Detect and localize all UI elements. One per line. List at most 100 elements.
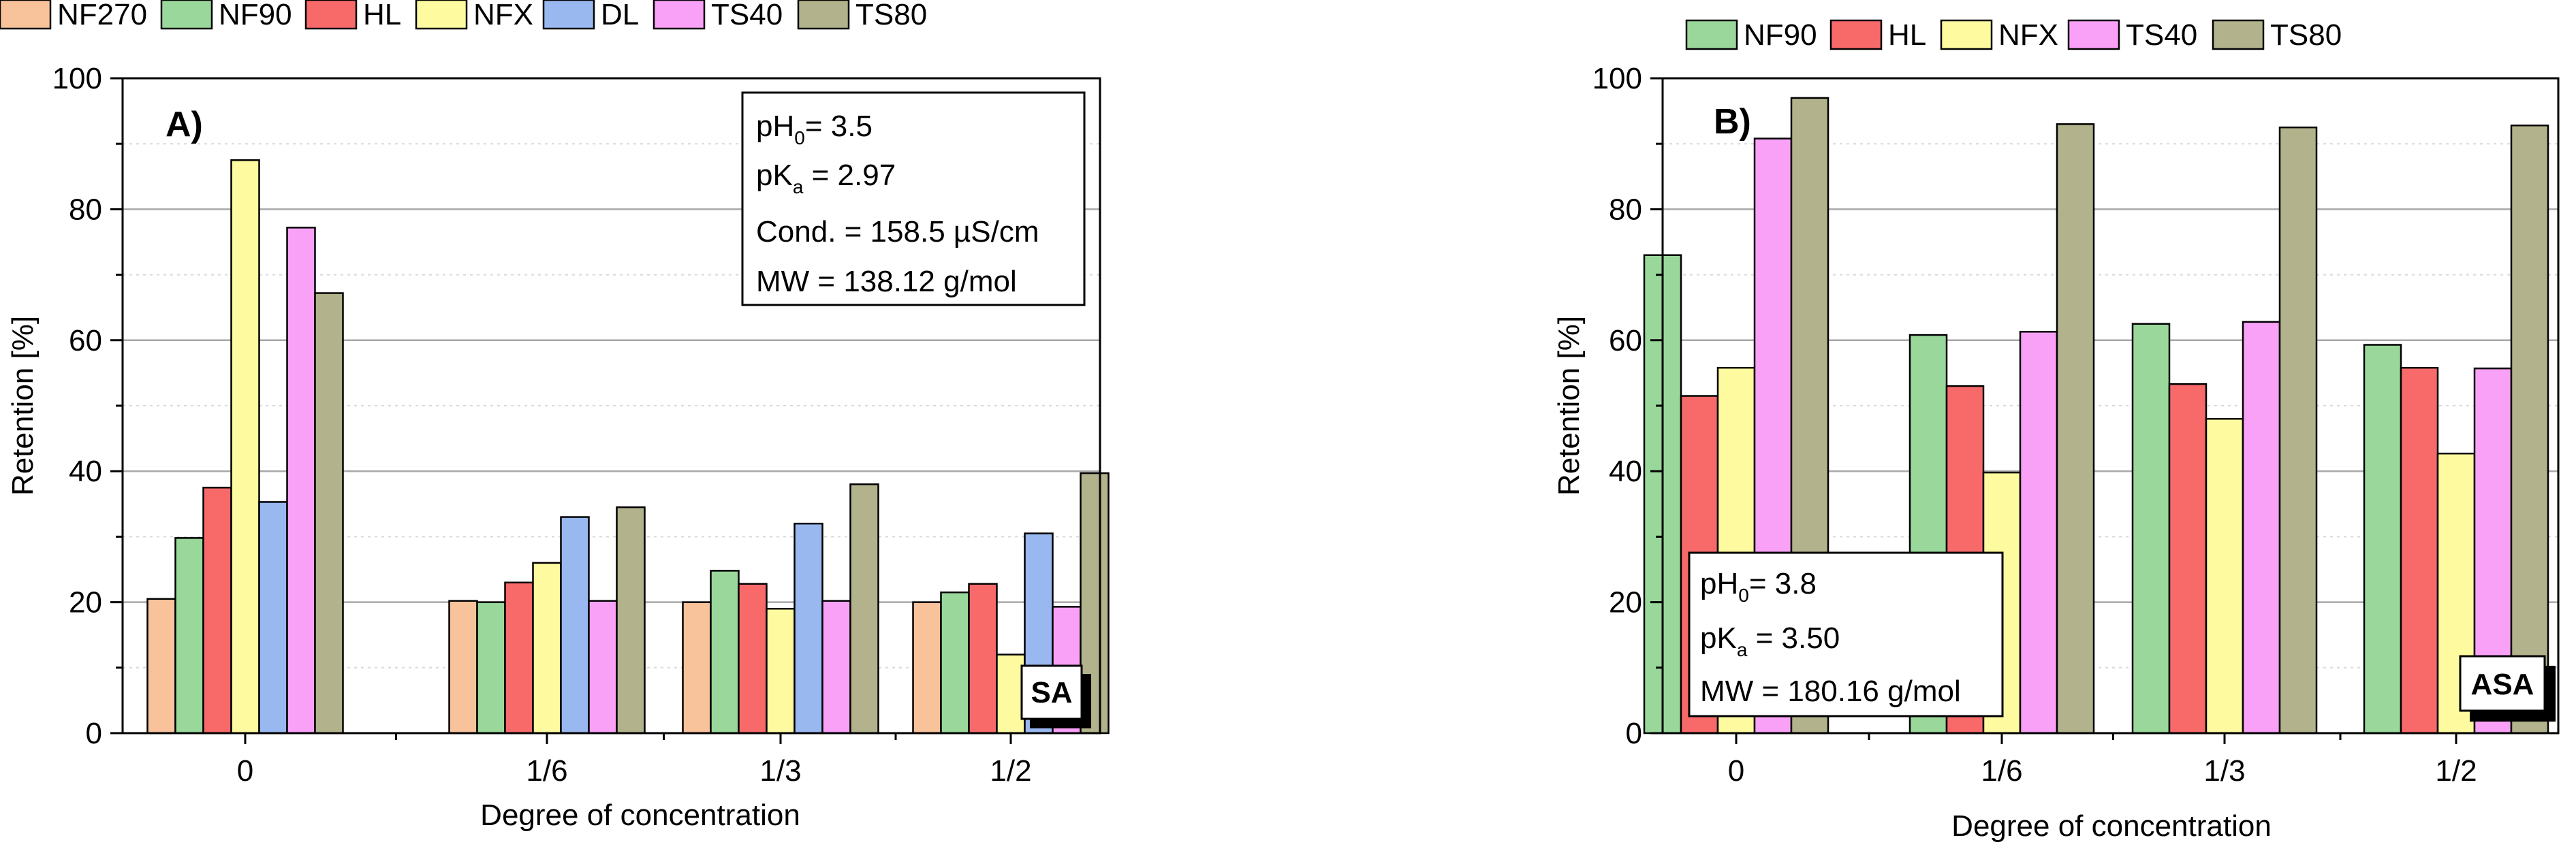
bar-hl-1-3 xyxy=(738,583,768,735)
bar-nfx-0 xyxy=(230,159,260,735)
legend-swatch-hl xyxy=(1829,19,1883,50)
bar-hl-1-3 xyxy=(2168,383,2208,735)
panel-a-badge-text: SA xyxy=(1031,676,1072,709)
legend-label-ts40: TS40 xyxy=(2126,18,2197,52)
panel-a-info-ph: pH0= 3.5 xyxy=(756,110,873,148)
x-tick-label: 0 xyxy=(1728,754,1744,788)
y-tick-label: 20 xyxy=(1609,586,1642,619)
legend-swatch-hl xyxy=(304,0,358,30)
x-tick-label: 1/3 xyxy=(759,754,801,788)
bar-nf90-1-3 xyxy=(2131,323,2171,735)
bar-nf90-1-3 xyxy=(710,570,740,735)
panel-b-y-axis-label: Retention [%] xyxy=(1552,316,1586,496)
y-tick-label: 80 xyxy=(69,193,102,226)
bar-ts80-1-6 xyxy=(2056,123,2095,735)
y-tick-label: 60 xyxy=(1609,324,1642,357)
panel-a-x-axis-label: Degree of concentration xyxy=(480,798,800,832)
legend-label-ts80: TS80 xyxy=(855,0,927,31)
bar-hl-0 xyxy=(202,487,232,735)
panel-b-chart: 0 20 40 60 80 100 0 1/6 1/3 1/2 Retention [%] De… xyxy=(1552,18,2560,843)
bar-ts40-1-3 xyxy=(821,600,851,735)
bar-nf270-1-3 xyxy=(682,601,712,735)
bar-nf90-1-6 xyxy=(476,601,506,735)
legend-swatch-nfx xyxy=(415,0,468,30)
panel-b-info-pka: pKa = 3.50 xyxy=(1700,622,1840,660)
panel-a-y-ticks: 0 20 40 60 80 100 xyxy=(52,62,123,750)
x-tick-label: 1/6 xyxy=(526,754,567,788)
panel-b-badge-text: ASA xyxy=(2471,668,2534,701)
legend-label-nf90: NF90 xyxy=(219,0,292,31)
bar-dl-1-3 xyxy=(794,522,823,735)
bar-ts80-1-3 xyxy=(2278,126,2318,735)
bar-ts80-1-6 xyxy=(616,506,646,735)
bar-dl-0 xyxy=(258,501,288,735)
x-tick-label: 1/2 xyxy=(990,754,1031,788)
legend-swatch-nf90 xyxy=(1685,19,1738,50)
y-tick-label: 40 xyxy=(69,455,102,488)
bar-ts40-0 xyxy=(286,227,316,735)
panel-a-info-mw: MW = 138.12 g/mol xyxy=(756,265,1017,298)
bar-dl-1-6 xyxy=(560,516,590,735)
panel-a-info-pka: pKa = 2.97 xyxy=(756,159,896,197)
legend-swatch-nf270 xyxy=(0,0,52,30)
panel-b-info-ph: pH0= 3.8 xyxy=(1700,567,1817,606)
bar-nf270-1-6 xyxy=(448,600,478,735)
panel-a-x-ticks: 0 1/6 1/3 1/2 xyxy=(237,733,1032,788)
y-tick-label: 100 xyxy=(1592,62,1642,95)
bar-nf270-1-2 xyxy=(912,601,942,735)
y-tick-label: 100 xyxy=(52,62,102,95)
bar-hl-1-2 xyxy=(968,583,998,735)
bar-nfx-1-6 xyxy=(532,562,562,735)
bar-hl-1-6 xyxy=(504,581,534,735)
bar-hl-1-2 xyxy=(2400,366,2439,735)
legend-label-ts40: TS40 xyxy=(711,0,783,31)
panel-b-legend: NF90 HL NFX TS40 TS80 xyxy=(1685,18,2342,52)
panel-b-compound-badge: ASA xyxy=(2459,655,2556,722)
bar-ts80-1-2 xyxy=(2510,125,2549,735)
legend-swatch-ts80 xyxy=(2212,19,2265,50)
y-tick-label: 20 xyxy=(69,586,102,619)
x-tick-label: 0 xyxy=(237,754,253,788)
bar-ts80-1-3 xyxy=(849,483,879,735)
bar-ts40-1-6 xyxy=(588,600,618,735)
panel-a-compound-badge: SA xyxy=(1020,664,1091,728)
panel-b-x-ticks: 0 1/6 1/3 1/2 xyxy=(1728,733,2477,788)
x-tick-label: 1/2 xyxy=(2435,754,2477,788)
y-tick-label: 40 xyxy=(1609,455,1642,488)
bar-nfx-1-3 xyxy=(766,607,796,735)
legend-swatch-ts40 xyxy=(653,0,706,30)
legend-label-nf90: NF90 xyxy=(1744,18,1817,52)
bar-nf90-0 xyxy=(174,537,204,735)
legend-swatch-nf90 xyxy=(160,0,213,30)
legend-label-ts80: TS80 xyxy=(2270,18,2342,52)
panel-a-chart: 0 20 40 60 80 100 0 1/6 1/3 1/2 Retention [%] De… xyxy=(0,0,1110,832)
bar-nf90-1-2 xyxy=(2363,344,2402,735)
bar-ts40-1-3 xyxy=(2242,321,2281,735)
bar-ts40-1-6 xyxy=(2019,331,2058,735)
legend-swatch-ts80 xyxy=(797,0,850,30)
x-tick-label: 1/3 xyxy=(2203,754,2245,788)
legend-label-nfx: NFX xyxy=(473,0,533,31)
panel-b-x-axis-label: Degree of concentration xyxy=(1951,809,2272,843)
panel-b-info-mw: MW = 180.16 g/mol xyxy=(1700,675,1961,708)
bar-nfx-1-3 xyxy=(2205,417,2244,735)
bar-nf90-1-2 xyxy=(940,591,970,735)
y-tick-label: 60 xyxy=(69,324,102,357)
y-tick-label: 0 xyxy=(86,717,102,750)
legend-label-nf270: NF270 xyxy=(57,0,147,31)
x-tick-label: 1/6 xyxy=(1981,754,2022,788)
panel-b-info-box: pH0= 3.8 pKa = 3.50 MW = 180.16 g/mol xyxy=(1688,551,2004,717)
bar-nfx-1-2 xyxy=(996,654,1026,735)
legend-label-hl: HL xyxy=(1888,18,1926,52)
legend-swatch-ts40 xyxy=(2067,19,2120,50)
legend-label-dl: DL xyxy=(601,0,639,31)
panel-a-label: A) xyxy=(166,105,203,144)
legend-swatch-dl xyxy=(542,0,595,30)
y-tick-label: 0 xyxy=(1626,717,1642,750)
panel-a-info-cond: Cond. = 158.5 µS/cm xyxy=(756,215,1039,248)
y-tick-label: 80 xyxy=(1609,193,1642,226)
legend-label-hl: HL xyxy=(363,0,401,31)
panel-b-y-ticks: 0 20 40 60 80 100 xyxy=(1592,62,1663,750)
legend-swatch-nfx xyxy=(1940,19,1993,50)
